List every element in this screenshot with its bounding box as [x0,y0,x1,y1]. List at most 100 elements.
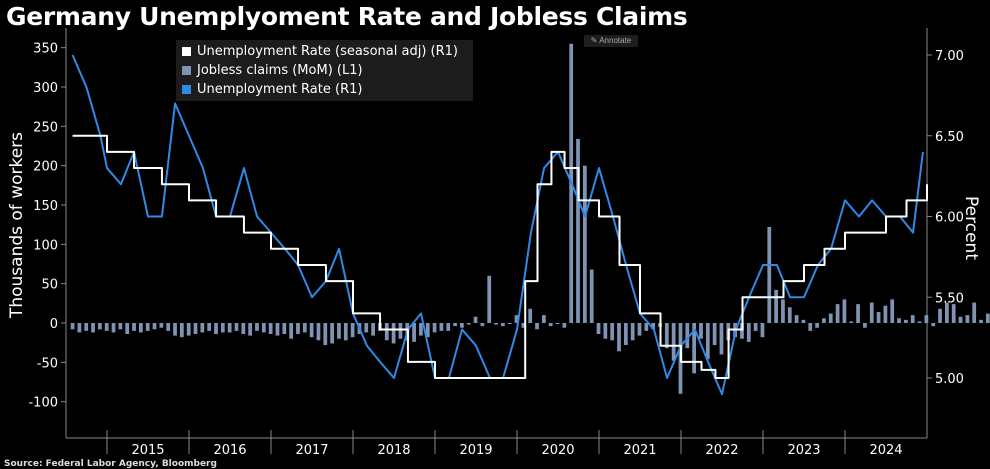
jobless-claims-bar [289,323,294,339]
jobless-claims-bar [603,323,608,339]
jobless-claims-bar [302,323,307,333]
jobless-claims-bar [535,323,539,330]
x-tick-label: 2023 [787,443,820,458]
jobless-claims-bar [644,323,649,331]
jobless-claims-bar [84,323,89,331]
jobless-claims-bar [145,323,150,331]
jobless-claims-bar [166,323,171,331]
jobless-claims-bar [220,323,225,333]
jobless-claims-bar [815,323,819,328]
legend-swatch [182,46,191,56]
jobless-claims-bar [460,323,464,328]
jobless-claims-bar [719,323,724,355]
left-tick-label: 150 [33,199,58,214]
jobless-claims-bar [316,323,321,341]
jobless-claims-bar [712,323,717,346]
x-tick-label: 2024 [869,443,902,458]
jobless-claims-bar [364,323,369,333]
jobless-claims-bar [835,304,840,323]
jobless-claims-bar [227,323,232,333]
jobless-claims-bar [801,319,806,323]
x-tick-label: 2017 [295,443,328,458]
jobless-claims-bar [692,323,697,374]
jobless-claims-bar [309,323,314,338]
axes [61,28,932,454]
jobless-claims-bar [268,323,273,335]
source-note: Source: Federal Labor Agency, Bloomberg [4,459,217,469]
left-tick-label: 200 [33,160,58,175]
jobless-claims-bar [453,323,457,327]
jobless-claims-bar [501,323,505,327]
left-tick-label: 250 [33,120,58,135]
jobless-claims-bar [917,321,922,323]
legend-swatch [182,84,191,94]
jobless-claims-bar [774,289,778,323]
jobless-claims-bar [152,323,157,330]
jobless-claims-bar [98,323,102,330]
jobless-claims-bar [255,323,259,331]
jobless-claims-bar [664,323,669,349]
jobless-claims-bar [384,323,389,341]
jobless-claims-bar [248,323,253,336]
jobless-claims-bar [425,323,430,338]
jobless-claims-bar [958,316,963,323]
right-tick-label: 5.50 [935,291,964,306]
right-tick-label: 6.50 [935,130,964,145]
jobless-claims-bar [828,313,833,323]
right-tick-label: 5.00 [935,372,964,387]
jobless-claims-bar [555,323,560,324]
jobless-claims-bar [77,323,82,333]
left-axis-title: Thousands of workers [7,132,27,319]
unemployment-rate-line [71,54,924,396]
jobless-claims-bar [179,323,184,338]
jobless-claims-bar [186,323,191,336]
jobless-claims-bar [507,323,512,324]
jobless-claims-bar [173,323,177,336]
jobless-claims-bar [863,323,867,328]
x-tick-label: 2020 [541,443,574,458]
jobless-claims-bar [466,323,471,325]
x-tick-label: 2019 [459,443,492,458]
jobless-claims-bar [91,323,95,333]
right-tick-label: 7.00 [935,49,964,64]
rate-lines [71,54,928,396]
jobless-claims-bar [746,323,751,342]
jobless-claims-bar [494,323,498,325]
jobless-claims-bar [760,323,765,338]
jobless-claims-bar [132,323,136,331]
jobless-claims-bar [412,323,416,342]
jobless-claims-bar [261,323,266,333]
jobless-claims-bar [296,323,300,335]
annotate-label: Annotate [599,36,632,45]
left-tick-label: 100 [33,238,58,253]
jobless-claims-bar [337,323,341,339]
jobless-claims-bar [869,302,874,323]
jobless-claims-bar [125,323,130,335]
jobless-claims-bar [528,308,533,323]
jobless-claims-bar [159,323,164,328]
annotate-button[interactable]: ✎ Annotate [584,35,638,47]
jobless-claims-bar [343,323,348,341]
chart-title: Germany Unemplyoment Rate and Jobless Cl… [6,2,688,31]
left-tick-label: 350 [33,42,58,57]
left-tick-label: -100 [28,396,58,411]
jobless-claims-bar [562,323,567,328]
jobless-claims-bar [890,299,895,323]
legend: Unemployment Rate (seasonal adj) (R1) Jo… [176,40,473,101]
jobless-claims-bar [794,315,799,323]
jobless-claims-bar [685,323,690,349]
jobless-claims-bar [541,315,546,323]
legend-swatch [182,65,191,75]
axis-labels: 350 300 250 200 150 100 50 0 -50 -100 7.00 6.50 6.00… [7,42,981,458]
x-tick-label: 2022 [705,443,738,458]
jobless-claims-bar [904,319,908,323]
jobless-claims-bar [897,318,901,323]
legend-label: Jobless claims (MoM) (L1) [197,62,363,78]
jobless-claims-bar [753,323,758,331]
jobless-claims-bar [419,323,423,336]
pencil-icon: ✎ [590,36,598,45]
jobless-claims-bar [138,323,143,333]
jobless-claims-bar [596,323,601,335]
jobless-claims-bar [282,323,287,335]
jobless-claims-bar [705,323,710,360]
